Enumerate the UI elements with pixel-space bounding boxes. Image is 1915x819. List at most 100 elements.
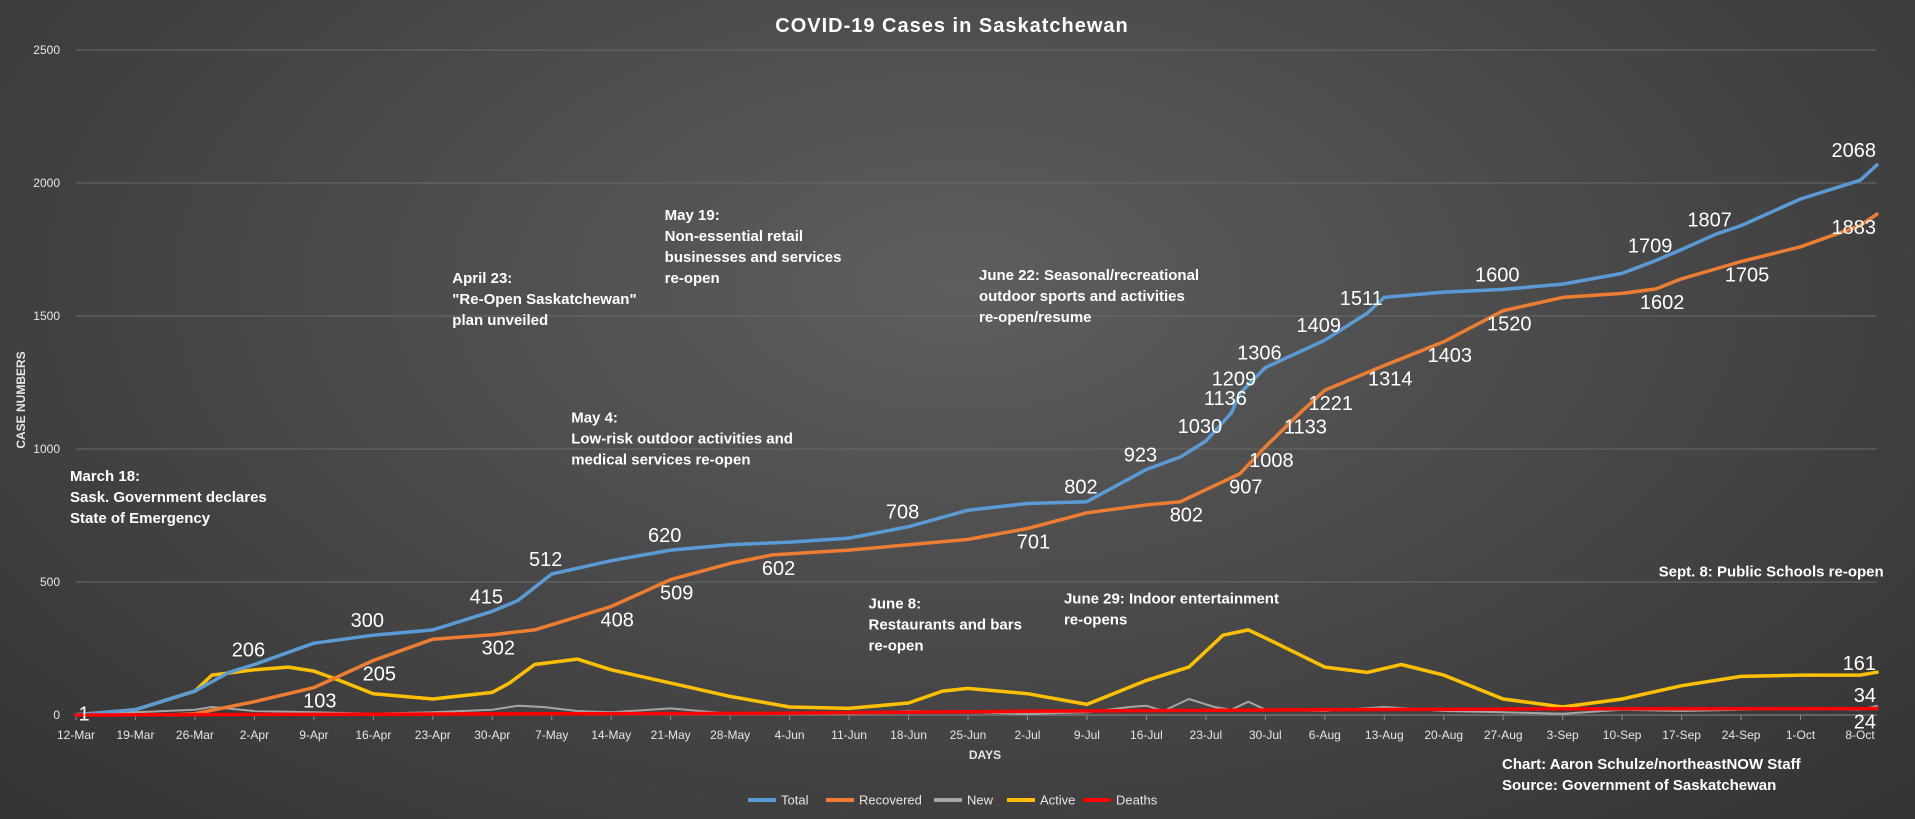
series-active-line <box>74 628 1879 717</box>
annotation-line: June 22: Seasonal/recreational <box>979 267 1199 284</box>
event-annotation: April 23: "Re-Open Saskatchewan" plan unve… <box>452 270 636 329</box>
annotation-line: "Re-Open Saskatchewan" <box>452 291 636 308</box>
legend-label: Deaths <box>1116 793 1158 808</box>
x-axis-ticks: 12-Mar 19-Mar 26-Mar 2-Apr 9-Apr 16-Apr 23-Apr… <box>57 715 1875 742</box>
legend-item-total: Total <box>748 793 809 808</box>
x-tick-label: 23-Apr <box>415 728 451 742</box>
data-label-total: 1030 <box>1178 416 1223 438</box>
x-tick-label: 17-Sep <box>1662 728 1701 742</box>
y-axis-ticks: 0 500 1000 1500 2000 2500 <box>33 43 60 722</box>
data-label-recovered: 408 <box>601 609 634 631</box>
x-tick-label: 13-Aug <box>1365 728 1404 742</box>
data-label-total: 415 <box>470 586 503 608</box>
event-annotation: June 8: Restaurants and bars re-open <box>869 596 1022 655</box>
x-tick-label: 1-Oct <box>1786 728 1816 742</box>
data-label-recovered: 1705 <box>1725 264 1770 286</box>
data-label-total: 923 <box>1124 444 1157 466</box>
annotation-line: re-open/resume <box>979 309 1092 326</box>
annotation-line: re-open <box>869 638 924 655</box>
annotation-line: re-opens <box>1064 611 1127 628</box>
data-label-total: 1209 <box>1212 368 1257 390</box>
x-tick-label: 30-Apr <box>474 728 510 742</box>
data-label-new: 34 <box>1854 685 1876 707</box>
data-label-recovered: 1602 <box>1640 292 1685 314</box>
data-label-recovered: 1403 <box>1427 345 1472 367</box>
annotation-line: medical services re-open <box>571 451 750 468</box>
data-label-recovered: 205 <box>363 663 396 685</box>
y-axis-title: CASE NUMBERS <box>14 351 28 448</box>
event-annotation: March 18: Sask. Government declares State … <box>70 468 267 527</box>
y-tick-label: 2000 <box>33 176 60 190</box>
x-tick-label: 12-Mar <box>57 728 95 742</box>
data-label-total: 1409 <box>1297 315 1342 337</box>
x-tick-label: 4-Jun <box>775 728 805 742</box>
x-tick-label: 14-May <box>591 728 631 742</box>
annotation-line: April 23: <box>452 270 512 287</box>
legend-label: Recovered <box>859 793 922 808</box>
annotation-line: Restaurants and bars <box>869 617 1022 634</box>
chart-credits: Chart: Aaron Schulze/northeastNOW Staff S… <box>1502 756 1802 794</box>
y-tick-label: 500 <box>40 575 60 589</box>
annotation-line: re-open <box>665 270 720 287</box>
annotation-line: Non-essential retail <box>665 228 803 245</box>
data-label-total: 1600 <box>1475 264 1520 286</box>
x-tick-label: 8-Oct <box>1845 728 1875 742</box>
x-tick-label: 7-May <box>535 728 568 742</box>
data-label-total: 802 <box>1064 477 1097 499</box>
data-label-total: 1306 <box>1237 343 1282 365</box>
data-label-total: 708 <box>886 502 919 524</box>
y-tick-label: 1000 <box>33 442 60 456</box>
x-tick-label: 21-May <box>651 728 691 742</box>
x-tick-label: 30-Jul <box>1249 728 1282 742</box>
legend-label: Active <box>1040 793 1075 808</box>
y-tick-label: 1500 <box>33 309 60 323</box>
legend-item-recovered: Recovered <box>826 793 922 808</box>
series-deaths-line <box>74 706 1879 717</box>
chart-credit: Chart: Aaron Schulze/northeastNOW Staff <box>1502 756 1802 773</box>
data-label-recovered: 802 <box>1170 505 1203 527</box>
data-label-active: 161 <box>1843 653 1876 675</box>
x-tick-label: 2-Jul <box>1014 728 1040 742</box>
annotation-line: June 29: Indoor entertainment <box>1064 590 1279 607</box>
data-label-total: 1136 <box>1204 388 1247 410</box>
data-label-recovered: 509 <box>660 583 693 605</box>
x-tick-label: 9-Jul <box>1074 728 1100 742</box>
data-label-recovered: 302 <box>482 638 515 660</box>
y-tick-label: 0 <box>53 708 60 722</box>
legend-item-active: Active <box>1007 793 1075 808</box>
x-tick-label: 16-Apr <box>355 728 391 742</box>
x-tick-label: 27-Aug <box>1484 728 1523 742</box>
annotation-line: Sask. Government declares <box>70 489 267 506</box>
legend-item-new: New <box>934 793 994 808</box>
x-tick-label: 20-Aug <box>1424 728 1463 742</box>
x-tick-label: 18-Jun <box>890 728 927 742</box>
x-axis-title: DAYS <box>969 748 1001 762</box>
series-lines <box>74 163 1879 717</box>
x-tick-label: 23-Jul <box>1190 728 1223 742</box>
data-label-total: 2068 <box>1832 140 1877 162</box>
data-label-recovered: 103 <box>303 691 336 713</box>
annotation-line: Low-risk outdoor activities and <box>571 430 793 447</box>
annotation-line: Sept. 8: Public Schools re-open <box>1659 564 1884 581</box>
data-label-total: 512 <box>529 549 562 571</box>
x-tick-label: 25-Jun <box>950 728 987 742</box>
x-tick-label: 6-Aug <box>1309 728 1341 742</box>
data-label-recovered: 1314 <box>1368 368 1413 390</box>
annotation-line: outdoor sports and activities <box>979 288 1185 305</box>
series-recovered-line <box>167 212 1879 717</box>
data-label-total: 206 <box>232 639 265 661</box>
event-annotation: Sept. 8: Public Schools re-open <box>1659 564 1884 581</box>
data-label-recovered: 1008 <box>1249 450 1294 472</box>
legend-label: New <box>967 793 994 808</box>
event-annotation: June 22: Seasonal/recreational outdoor sp… <box>979 267 1199 326</box>
data-label-recovered: 701 <box>1017 532 1050 554</box>
series-total-line <box>74 163 1879 717</box>
event-annotation: June 29: Indoor entertainment re-opens <box>1064 590 1279 628</box>
event-annotation: May 19: Non-essential retail businesses an… <box>665 207 842 287</box>
annotation-line: plan unveiled <box>452 312 548 329</box>
y-tick-label: 2500 <box>33 43 60 57</box>
data-label-recovered: 1883 <box>1832 217 1877 239</box>
annotation-line: State of Emergency <box>70 510 211 527</box>
